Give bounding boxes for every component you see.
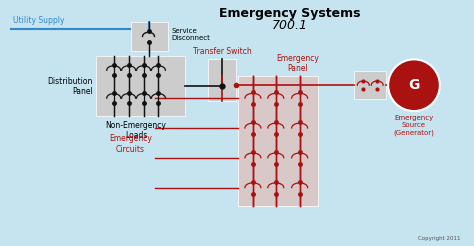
- Text: G: G: [408, 78, 419, 92]
- Text: Service
Disconnect: Service Disconnect: [172, 29, 210, 42]
- Text: 700.1: 700.1: [272, 19, 308, 31]
- Text: Distribution
Panel: Distribution Panel: [47, 77, 93, 96]
- Bar: [355, 71, 386, 99]
- Bar: [96, 56, 185, 116]
- Text: Utility Supply: Utility Supply: [13, 15, 65, 25]
- Text: Emergency
Source
(Generator): Emergency Source (Generator): [393, 115, 435, 136]
- Text: Emergency
Circuits: Emergency Circuits: [109, 134, 152, 154]
- Text: Transfer Switch: Transfer Switch: [193, 47, 252, 56]
- Text: Emergency
Panel: Emergency Panel: [276, 54, 319, 73]
- Bar: [238, 76, 318, 205]
- Bar: [131, 22, 168, 51]
- Text: Copyright 2011: Copyright 2011: [418, 236, 461, 241]
- Text: Non-Emergency
Loads: Non-Emergency Loads: [106, 121, 166, 140]
- Text: Emergency Systems: Emergency Systems: [219, 7, 360, 20]
- Circle shape: [388, 59, 440, 111]
- Bar: [208, 59, 236, 101]
